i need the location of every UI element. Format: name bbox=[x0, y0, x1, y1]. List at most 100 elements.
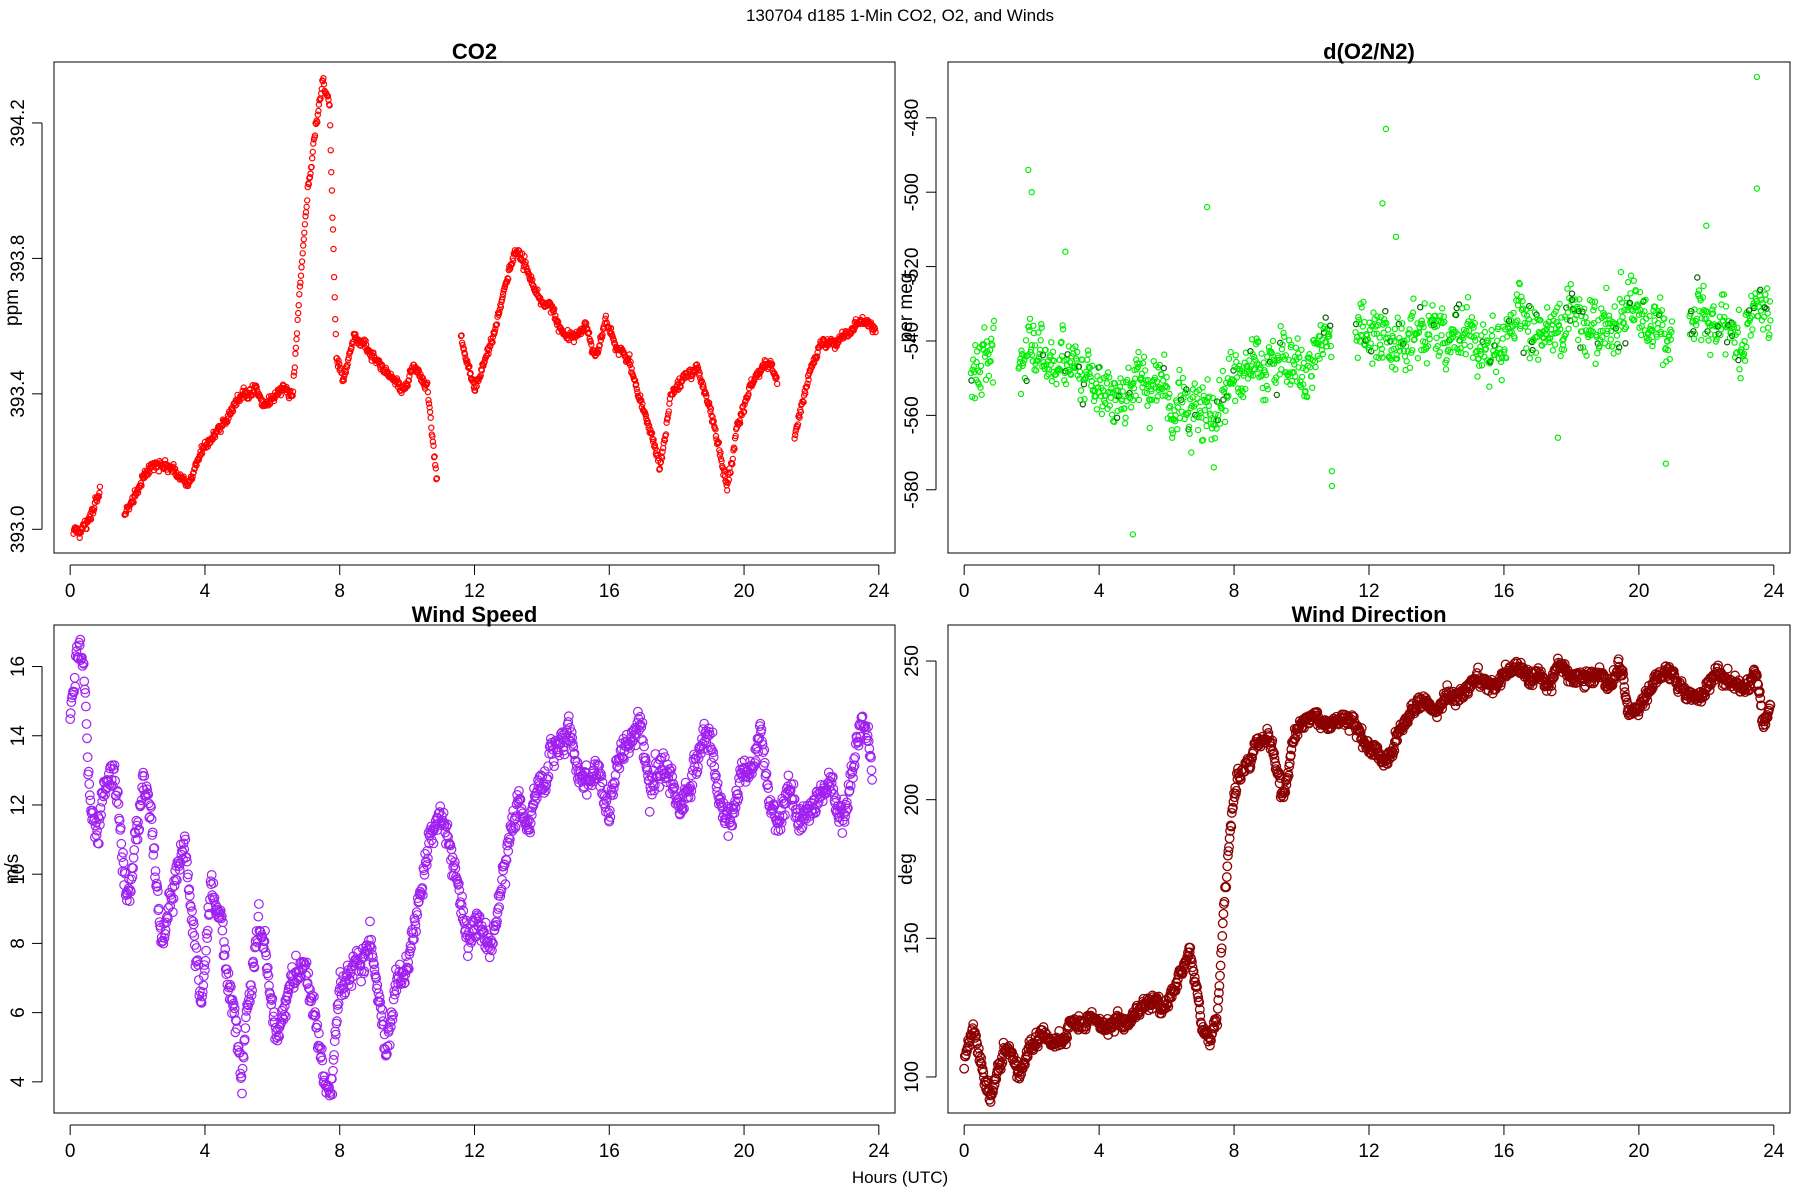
data-point bbox=[1492, 368, 1500, 375]
data-point bbox=[837, 828, 848, 838]
data-point bbox=[315, 107, 322, 115]
data-point bbox=[327, 122, 334, 129]
data-point bbox=[1418, 317, 1426, 324]
y-axis-label: ppm bbox=[2, 289, 23, 326]
x-tick-label: 12 bbox=[464, 1141, 485, 1162]
data-point bbox=[96, 489, 103, 497]
data-point bbox=[1505, 317, 1513, 325]
data-point bbox=[328, 187, 336, 194]
data-point bbox=[1262, 396, 1269, 404]
data-point bbox=[1363, 332, 1371, 339]
data-point bbox=[1186, 430, 1193, 437]
data-point bbox=[727, 469, 734, 477]
data-point bbox=[1420, 323, 1427, 331]
data-point bbox=[171, 465, 179, 473]
data-point bbox=[1471, 319, 1478, 327]
data-point bbox=[1026, 327, 1033, 334]
data-point bbox=[297, 272, 305, 279]
data-point bbox=[294, 316, 301, 324]
data-point bbox=[1488, 332, 1496, 340]
data-point bbox=[1699, 294, 1707, 301]
data-point bbox=[1658, 307, 1666, 314]
data-point bbox=[1590, 320, 1598, 327]
data-point bbox=[310, 1007, 320, 1017]
data-point bbox=[1757, 286, 1764, 293]
data-point bbox=[160, 929, 171, 939]
y-tick-label: 16 bbox=[8, 656, 29, 677]
data-point bbox=[1581, 348, 1589, 355]
data-point bbox=[233, 1041, 244, 1052]
data-point bbox=[977, 384, 984, 391]
y-tick-label: 150 bbox=[902, 922, 923, 954]
y-tick-label: 14 bbox=[8, 725, 29, 747]
data-point bbox=[1578, 328, 1586, 335]
data-point bbox=[1468, 314, 1476, 321]
data-point bbox=[1114, 407, 1121, 415]
data-point bbox=[1165, 394, 1172, 401]
data-point bbox=[724, 479, 732, 486]
data-point bbox=[302, 978, 313, 988]
data-point bbox=[1564, 285, 1571, 292]
data-point bbox=[976, 368, 984, 376]
x-tick-label: 8 bbox=[1229, 581, 1240, 602]
data-point bbox=[1530, 337, 1537, 344]
data-point bbox=[225, 982, 236, 992]
data-point bbox=[464, 357, 471, 364]
data-point bbox=[1129, 397, 1137, 404]
data-point bbox=[1038, 324, 1046, 331]
data-point bbox=[326, 102, 333, 109]
data-point bbox=[729, 455, 737, 463]
data-point bbox=[118, 847, 128, 858]
data-point bbox=[732, 432, 739, 440]
data-point bbox=[797, 408, 805, 416]
data-point bbox=[1043, 361, 1050, 368]
data-point bbox=[188, 916, 199, 927]
data-point bbox=[1022, 337, 1030, 344]
data-point bbox=[1409, 309, 1417, 316]
data-point bbox=[1398, 325, 1405, 332]
data-point bbox=[320, 80, 328, 88]
data-point bbox=[1215, 960, 1226, 971]
data-point bbox=[1108, 411, 1116, 418]
x-tick-label: 0 bbox=[959, 1141, 970, 1162]
data-point bbox=[1294, 335, 1301, 342]
data-point bbox=[581, 789, 592, 800]
data-point bbox=[1312, 363, 1319, 371]
data-point bbox=[1098, 410, 1106, 418]
data-point bbox=[706, 399, 713, 407]
data-point bbox=[1660, 315, 1668, 322]
data-point bbox=[290, 372, 297, 379]
data-point bbox=[708, 412, 715, 419]
data-point bbox=[1408, 312, 1415, 320]
data-point bbox=[329, 214, 336, 221]
data-point bbox=[503, 278, 511, 286]
data-point bbox=[1220, 388, 1228, 395]
data-point bbox=[1523, 345, 1530, 352]
data-point bbox=[602, 312, 610, 319]
data-point bbox=[85, 795, 96, 806]
data-point bbox=[343, 364, 351, 371]
data-point bbox=[1439, 319, 1446, 327]
data-point bbox=[191, 943, 202, 953]
data-point bbox=[1472, 349, 1480, 356]
data-point bbox=[661, 437, 669, 444]
data-point bbox=[712, 432, 720, 440]
data-point bbox=[1165, 404, 1173, 411]
data-point bbox=[555, 318, 562, 326]
data-point bbox=[1384, 326, 1392, 333]
data-point bbox=[975, 367, 982, 374]
data-point bbox=[197, 451, 205, 458]
data-point bbox=[1486, 383, 1493, 390]
data-point bbox=[261, 963, 272, 974]
data-point bbox=[1611, 303, 1618, 310]
data-point bbox=[1296, 354, 1303, 361]
data-point bbox=[1516, 325, 1524, 332]
data-point bbox=[1308, 372, 1315, 380]
data-point bbox=[1596, 342, 1603, 350]
data-point bbox=[311, 132, 319, 139]
data-point bbox=[1355, 316, 1363, 324]
data-point bbox=[1564, 309, 1572, 316]
data-point bbox=[803, 383, 811, 390]
data-point bbox=[1703, 308, 1711, 315]
data-point bbox=[1328, 353, 1335, 361]
